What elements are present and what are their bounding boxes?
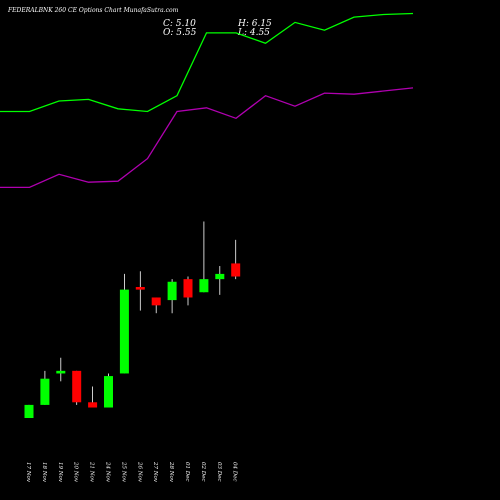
x-tick-label: 02 Dec	[200, 462, 206, 482]
x-tick-label: 04 Dec	[232, 462, 238, 482]
x-tick-label: 18 Nov	[41, 462, 47, 483]
chart-title: FEDERALBNK 260 CE Options Chart MunafaSu…	[8, 7, 179, 14]
x-tick-label: 03 Dec	[216, 462, 222, 482]
x-tick-label: 27 Nov	[152, 461, 158, 483]
x-tick-label: 24 Nov	[105, 461, 111, 483]
x-tick-label: 19 Nov	[57, 462, 63, 483]
candle-body-up	[119, 289, 129, 374]
candle-body-up	[167, 281, 177, 301]
high-value: H: 6.15	[238, 19, 272, 29]
candle-body-up	[199, 279, 209, 293]
x-tick-label: 21 Nov	[89, 461, 95, 483]
open-value: O: 5.55	[163, 28, 197, 38]
x-tick-label: 26 Nov	[136, 461, 142, 483]
overlay-line-1	[0, 12, 414, 113]
candle-body-down	[231, 263, 241, 277]
candle-body-up	[40, 378, 50, 405]
x-tick-label: 01 Dec	[184, 462, 190, 482]
candle-body-down	[135, 287, 145, 290]
x-tick-label: 17 Nov	[25, 462, 31, 483]
candle-body-up	[215, 273, 225, 280]
candle-body-up	[56, 370, 66, 374]
overlay-line-2	[0, 87, 414, 189]
x-tick-label: 25 Nov	[120, 461, 126, 483]
x-tick-label: 28 Nov	[168, 461, 174, 483]
candle-body-down	[183, 279, 193, 298]
candle-body-up	[104, 376, 113, 408]
close-value: C: 5.10	[163, 19, 196, 29]
candle-body-up	[24, 404, 34, 418]
candle-body-down	[151, 297, 161, 306]
candle-body-down	[88, 402, 98, 408]
low-value: L: 4.55	[238, 28, 270, 38]
x-tick-label: 20 Nov	[73, 461, 79, 483]
candle-body-down	[72, 370, 82, 403]
